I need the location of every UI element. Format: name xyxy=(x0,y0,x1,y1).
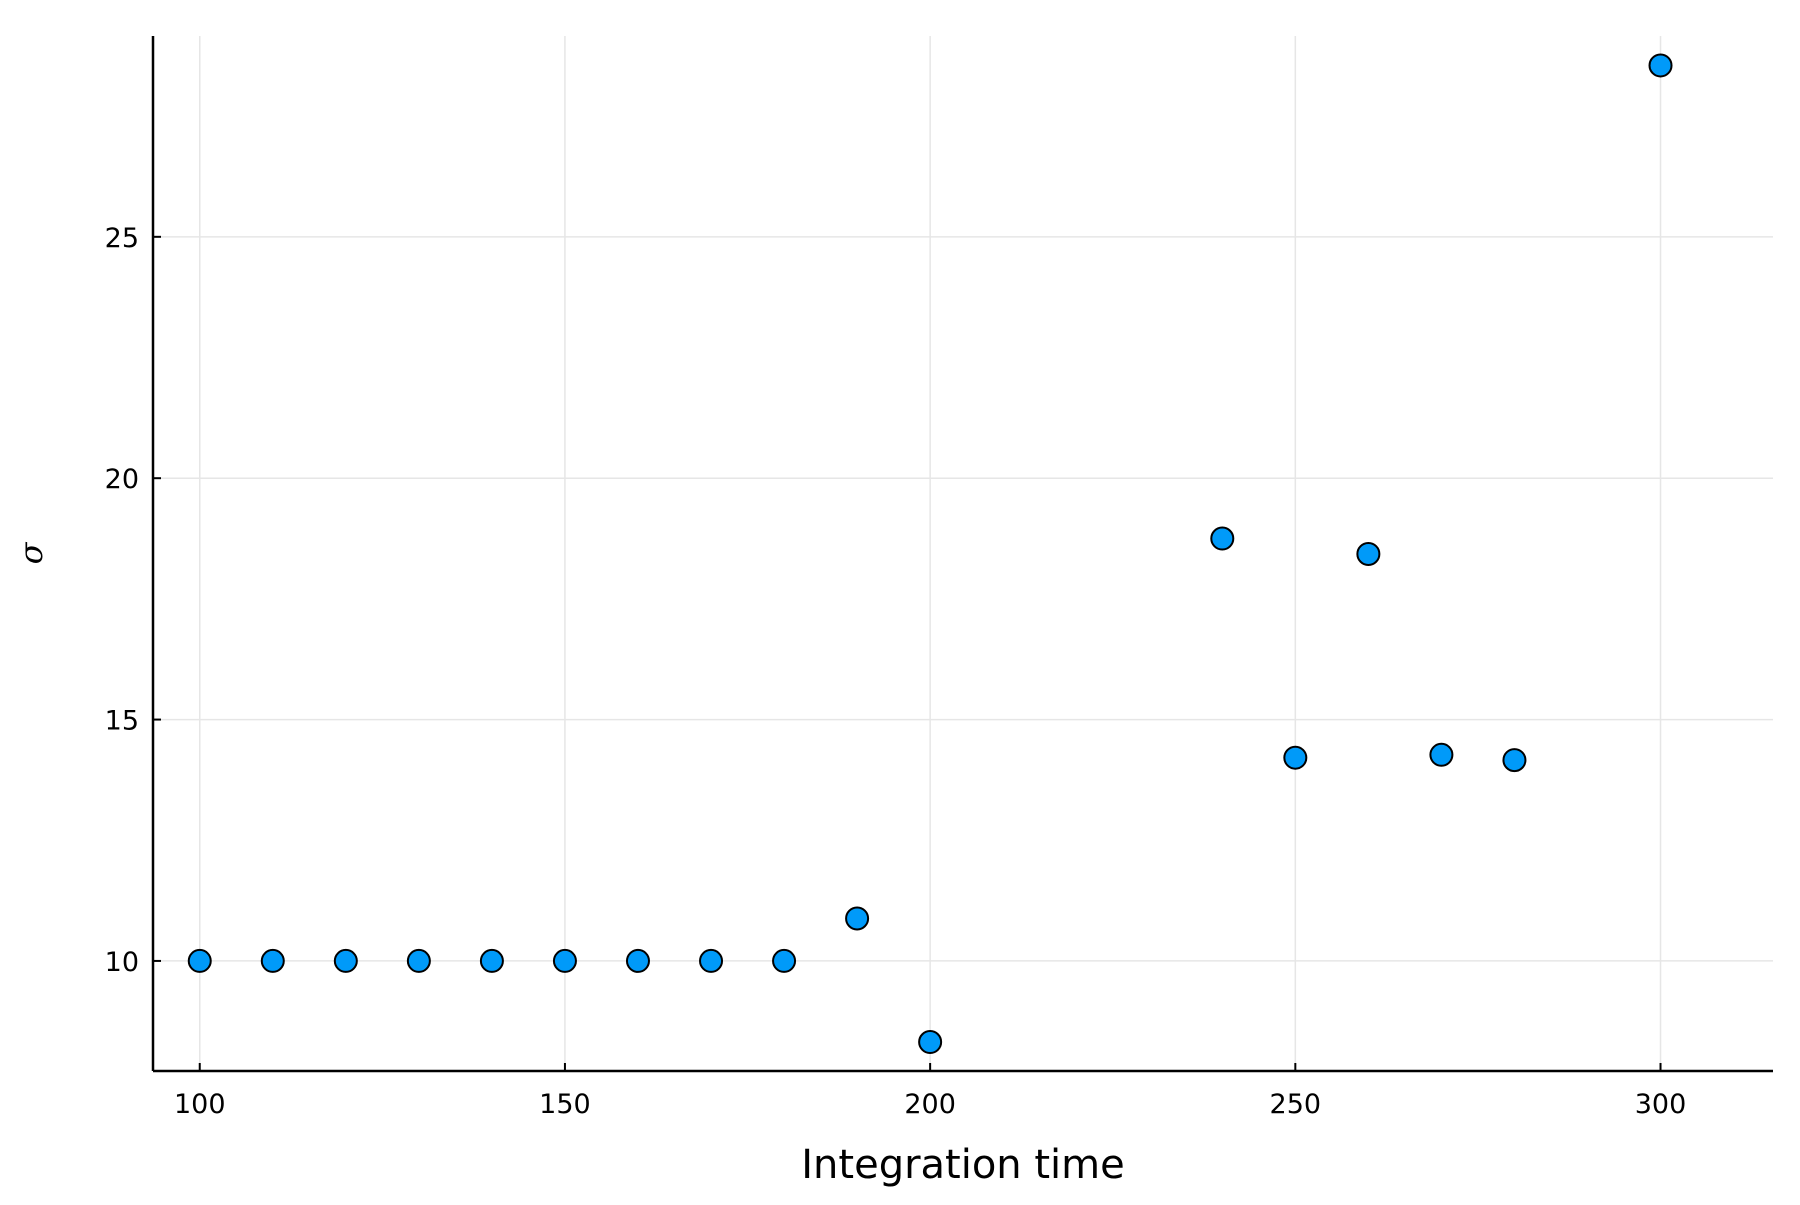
data-point xyxy=(845,906,870,931)
data-point xyxy=(1429,742,1454,767)
data-point xyxy=(333,948,358,973)
data-point xyxy=(187,948,212,973)
data-point xyxy=(552,948,577,973)
data-point xyxy=(1648,53,1673,78)
data-points xyxy=(187,53,1673,1055)
x-axis-title: Integration time xyxy=(801,1142,1125,1188)
ticks: 100 150 200 250 300 10 15 20 25 xyxy=(105,223,1687,1120)
x-tick-label: 250 xyxy=(1270,1089,1322,1120)
x-tick-label: 100 xyxy=(174,1089,226,1120)
data-point xyxy=(1283,745,1308,770)
grid xyxy=(153,36,1773,1071)
y-tick-label: 10 xyxy=(105,947,139,978)
data-point xyxy=(260,948,285,973)
data-point xyxy=(1356,541,1381,566)
x-tick-label: 200 xyxy=(904,1089,956,1120)
data-point xyxy=(918,1030,943,1055)
axes xyxy=(151,36,1773,1073)
y-tick-label: 25 xyxy=(105,223,139,254)
y-tick-label: 20 xyxy=(105,464,139,495)
y-tick-label: 15 xyxy=(105,706,139,737)
data-point xyxy=(699,948,724,973)
y-axis-title: σ xyxy=(12,541,50,564)
data-point xyxy=(406,948,431,973)
data-point xyxy=(479,948,504,973)
x-tick-label: 300 xyxy=(1635,1089,1687,1120)
data-point xyxy=(625,948,650,973)
x-tick-label: 150 xyxy=(539,1089,591,1120)
data-point xyxy=(1210,526,1235,551)
data-point xyxy=(1502,748,1527,773)
data-point xyxy=(772,948,797,973)
